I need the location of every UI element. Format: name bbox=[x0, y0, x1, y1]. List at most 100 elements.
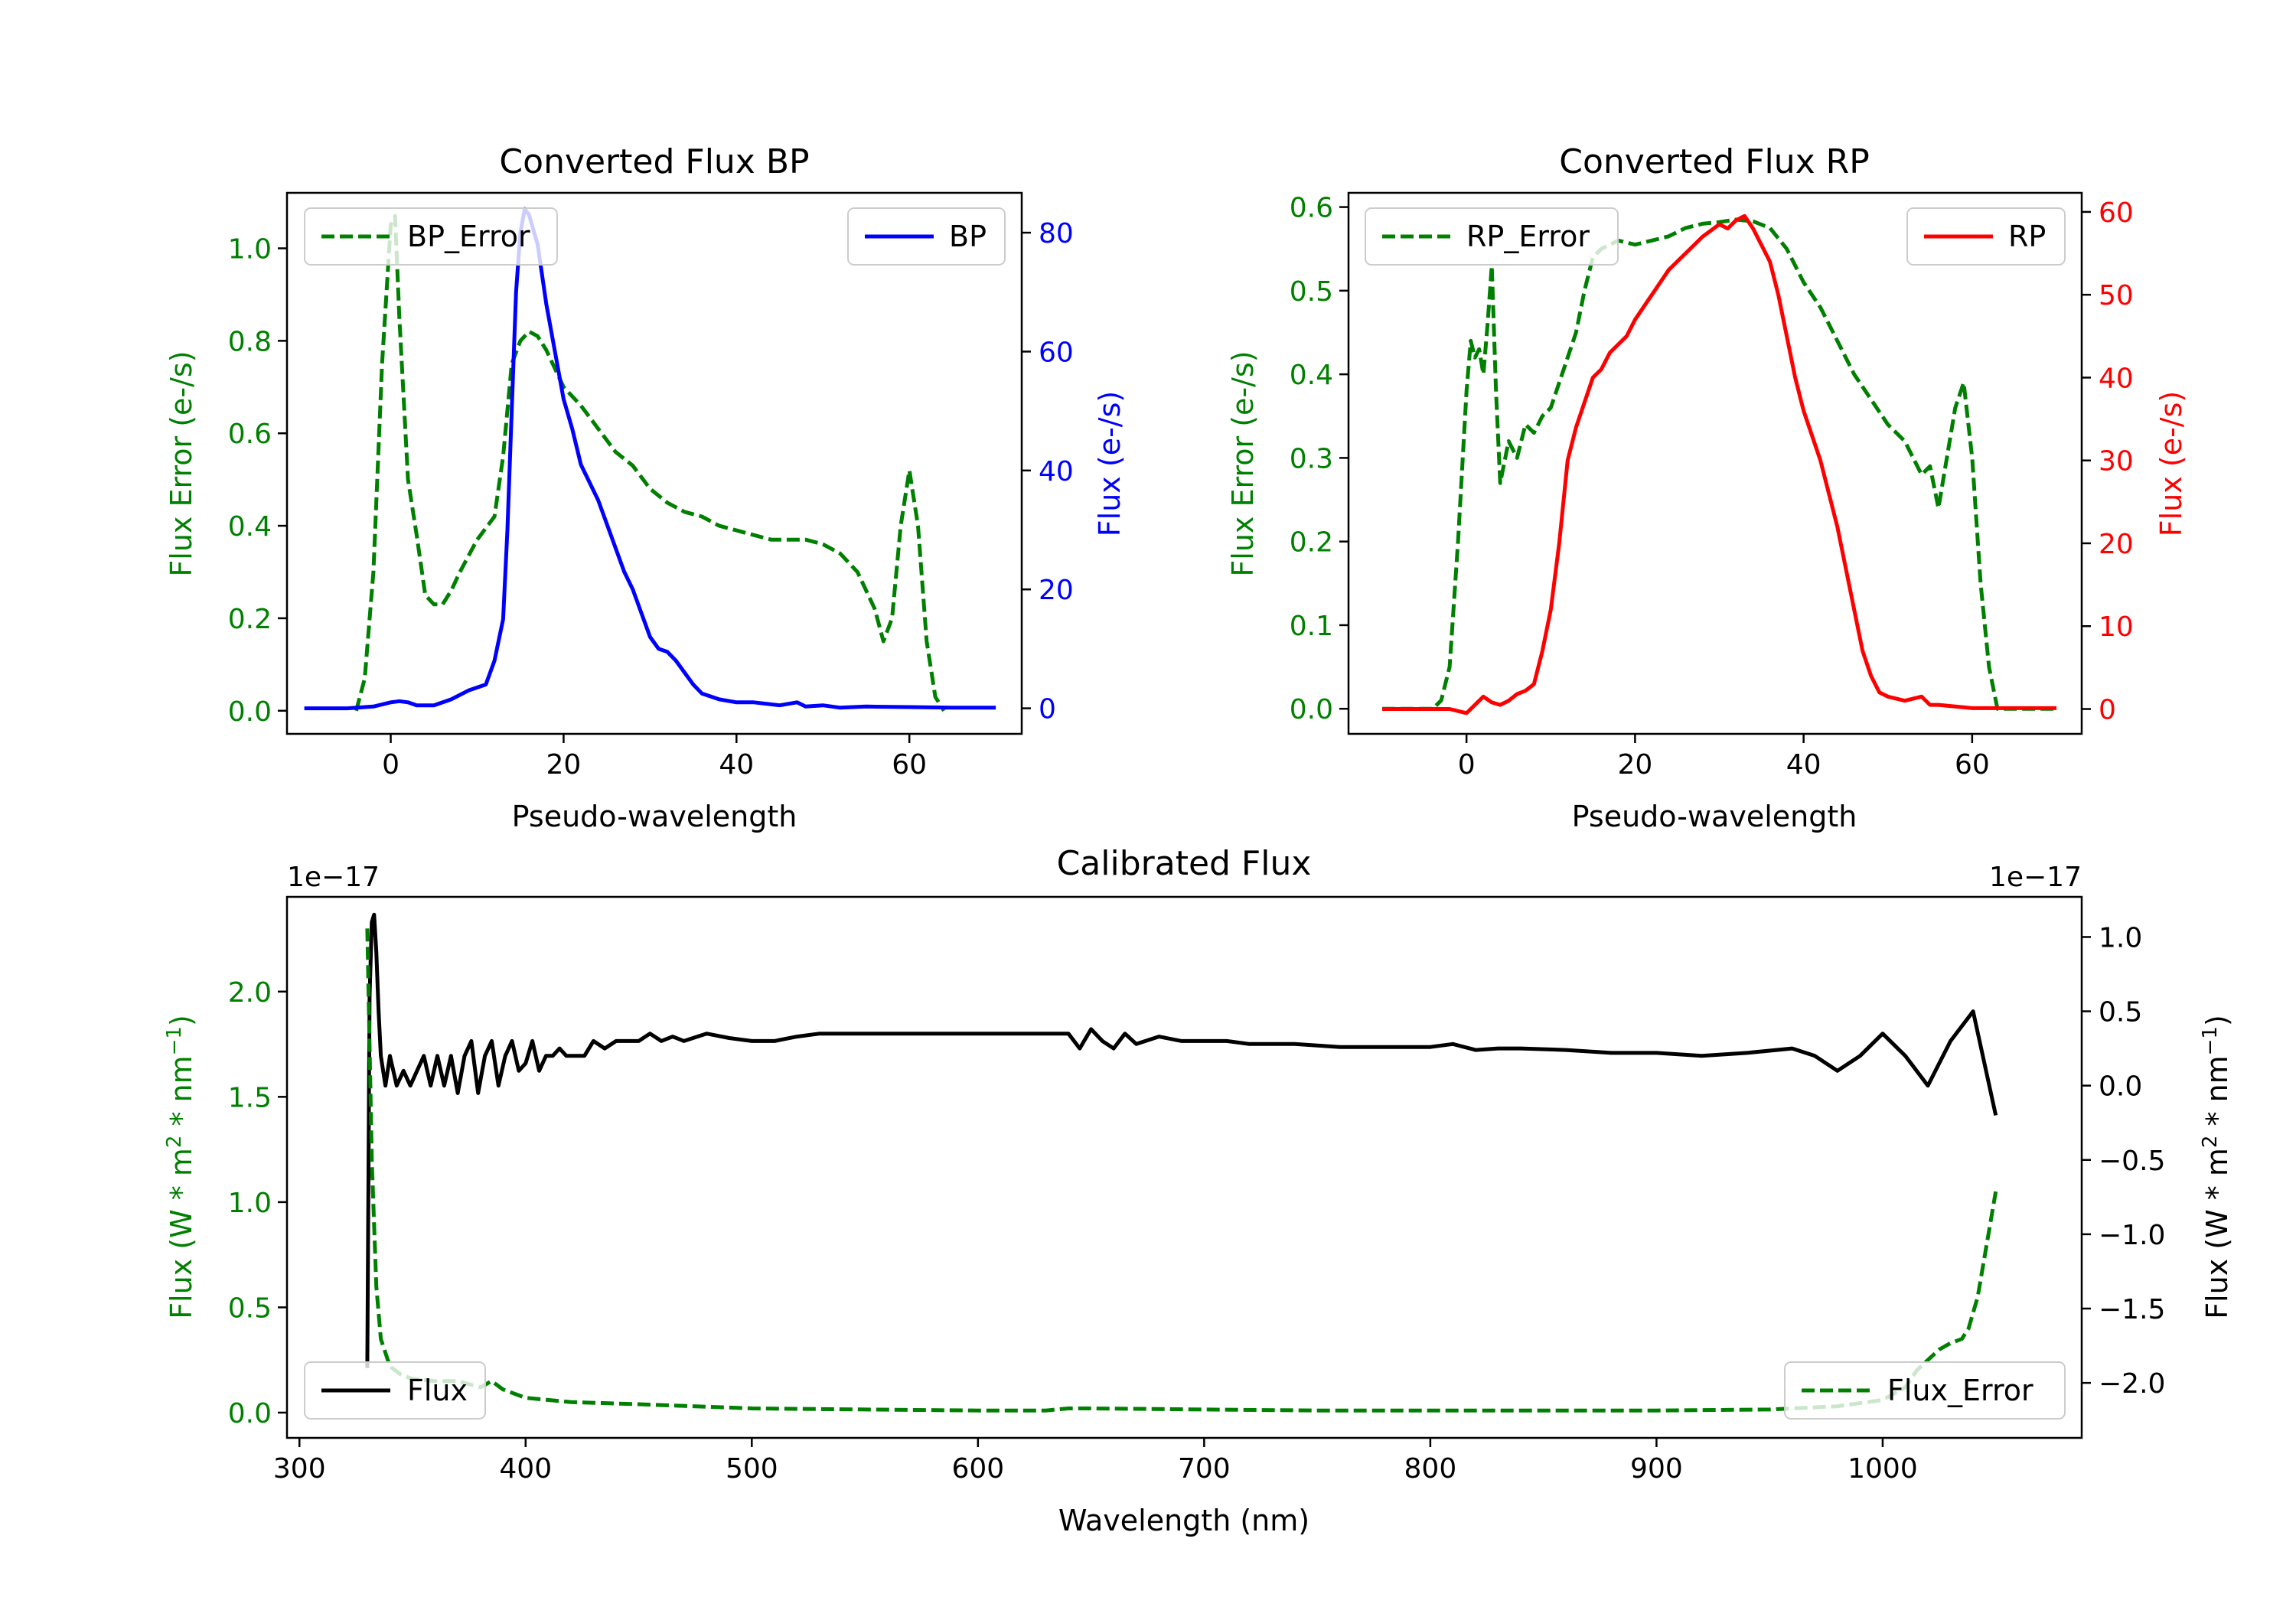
rp-x-tick-label: 40 bbox=[1786, 749, 1821, 781]
rp-plot-area bbox=[1349, 193, 2082, 734]
cal-series-flux bbox=[365, 912, 1998, 1368]
bp-x-ticks: 0 20 40 60 bbox=[382, 734, 927, 781]
cal-legend-flux: Flux bbox=[304, 1361, 486, 1420]
bp-right-tick-label: 60 bbox=[1039, 337, 1074, 368]
bp-series-bp bbox=[304, 207, 996, 711]
cal-left-tick-label: 1.5 bbox=[228, 1082, 272, 1113]
rp-title: Converted Flux RP bbox=[1559, 142, 1870, 181]
cal-legend-error-label: Flux_Error bbox=[1887, 1374, 2033, 1407]
bp-left-ticks: 0.0 0.2 0.4 0.6 0.8 1.0 bbox=[228, 234, 287, 728]
cal-right-tick-label: −1.5 bbox=[2099, 1294, 2165, 1325]
cal-x-label: Wavelength (nm) bbox=[1058, 1504, 1309, 1537]
bp-legend-flux: BP bbox=[847, 207, 1006, 266]
rp-series-lines bbox=[1382, 214, 2056, 715]
rp-right-tick-label: 30 bbox=[2099, 446, 2134, 478]
cal-series-lines bbox=[365, 912, 1998, 1413]
rp-left-ticks: 0.0 0.1 0.2 0.3 0.4 0.5 0.6 bbox=[1290, 193, 1349, 725]
cal-x-tick-label: 400 bbox=[499, 1453, 552, 1485]
bp-left-label: Flux Error (e-/s) bbox=[165, 350, 198, 576]
bp-frame bbox=[285, 191, 1023, 735]
bp-left-tick-label: 0.2 bbox=[228, 604, 272, 635]
cal-right-tick-label: −1.0 bbox=[2099, 1220, 2165, 1251]
cal-left-label: Flux (W * m2 * nm−1) bbox=[163, 1015, 198, 1319]
bp-series-lines bbox=[304, 207, 996, 712]
rp-legend-error: RP_Error bbox=[1365, 207, 1619, 266]
rp-legend-flux-label: RP bbox=[2008, 220, 2046, 253]
cal-right-tick-label: 1.0 bbox=[2099, 922, 2142, 953]
cal-right-tick-label: −2.0 bbox=[2099, 1368, 2165, 1400]
bp-legend-error: BP_Error bbox=[304, 207, 558, 266]
rp-right-tick-label: 0 bbox=[2099, 695, 2116, 726]
bp-right-tick-label: 0 bbox=[1039, 694, 1056, 725]
rp-left-label: Flux Error (e-/s) bbox=[1226, 350, 1260, 576]
bp-right-tick-label: 40 bbox=[1039, 456, 1074, 487]
rp-left-tick-label: 0.3 bbox=[1290, 443, 1333, 474]
cal-left-tick-label: 2.0 bbox=[228, 977, 272, 1009]
bp-left-tick-label: 0.8 bbox=[228, 326, 272, 357]
bp-left-tick-label: 1.0 bbox=[228, 234, 272, 266]
rp-left-tick-label: 0.6 bbox=[1290, 193, 1333, 224]
cal-left-ticks: 0.0 0.5 1.0 1.5 2.0 bbox=[228, 977, 287, 1429]
bp-left-tick-label: 0.4 bbox=[228, 511, 272, 543]
rp-series-rp-error bbox=[1382, 217, 2056, 711]
bp-right-tick-label: 20 bbox=[1039, 575, 1074, 606]
rp-legend-flux: RP bbox=[1906, 207, 2066, 266]
cal-right-label: Flux (W * m2 * nm−1) bbox=[2199, 1015, 2234, 1319]
rp-frame bbox=[1347, 191, 2083, 735]
cal-x-tick-label: 800 bbox=[1404, 1453, 1457, 1485]
cal-legend-error: Flux_Error bbox=[1784, 1361, 2066, 1420]
bp-x-tick-label: 20 bbox=[546, 749, 582, 781]
bp-right-tick-label: 80 bbox=[1039, 218, 1074, 249]
cal-left-tick-label: 0.0 bbox=[228, 1398, 272, 1429]
bp-x-tick-label: 60 bbox=[892, 749, 927, 781]
cal-x-tick-label: 500 bbox=[726, 1453, 778, 1485]
rp-x-tick-label: 60 bbox=[1955, 749, 1990, 781]
rp-left-tick-label: 0.2 bbox=[1290, 527, 1333, 559]
cal-right-offset-label: 1e−17 bbox=[1989, 862, 2082, 893]
cal-title: Calibrated Flux bbox=[1057, 844, 1312, 883]
cal-right-tick-label: 0.5 bbox=[2099, 997, 2142, 1028]
rp-x-label: Pseudo-wavelength bbox=[1572, 800, 1857, 833]
rp-right-tick-label: 50 bbox=[2099, 280, 2134, 311]
bp-x-label: Pseudo-wavelength bbox=[512, 800, 797, 833]
bp-left-tick-label: 0.0 bbox=[228, 696, 272, 728]
rp-left-tick-label: 0.1 bbox=[1290, 611, 1333, 642]
bp-title: Converted Flux BP bbox=[499, 142, 809, 181]
cal-right-ticks: −2.0 −1.5 −1.0 −0.5 0.0 0.5 1.0 bbox=[2082, 922, 2165, 1400]
bp-x-tick-label: 40 bbox=[719, 749, 754, 781]
cal-x-tick-label: 700 bbox=[1178, 1453, 1231, 1485]
rp-right-ticks: 0 10 20 30 40 50 60 bbox=[2082, 197, 2134, 726]
cal-legend-flux-label: Flux bbox=[407, 1374, 468, 1407]
cal-x-ticks: 300 400 500 600 700 800 900 1000 bbox=[273, 1438, 1918, 1485]
bp-panel: Converted Flux BP 0 20 40 60 0.00.20.40.60.… bbox=[165, 142, 1127, 833]
cal-frame bbox=[285, 895, 2083, 1439]
rp-series-rp bbox=[1382, 214, 2056, 715]
bp-series-bp-error bbox=[354, 214, 946, 712]
rp-right-tick-label: 40 bbox=[2099, 363, 2134, 394]
cal-x-tick-label: 1000 bbox=[1848, 1453, 1918, 1485]
rp-left-tick-label: 0.5 bbox=[1290, 276, 1333, 308]
rp-left-tick-label: 0.4 bbox=[1290, 360, 1333, 391]
cal-x-tick-label: 600 bbox=[951, 1453, 1004, 1485]
bp-legend-error-label: BP_Error bbox=[407, 220, 530, 253]
rp-left-tick-label: 0.0 bbox=[1290, 694, 1333, 725]
cal-x-tick-label: 900 bbox=[1630, 1453, 1683, 1485]
bp-x-tick-label: 0 bbox=[382, 749, 400, 781]
cal-panel: Calibrated Flux 300 400 500 600 700 800 900 100… bbox=[163, 844, 2234, 1537]
bp-right-label: Flux (e-/s) bbox=[1093, 391, 1127, 536]
bp-left-tick-label: 0.6 bbox=[228, 419, 272, 450]
rp-x-tick-label: 20 bbox=[1617, 749, 1652, 781]
rp-panel: Converted Flux RP 0 20 40 60 0.00.10.20.30.… bbox=[1226, 142, 2188, 833]
rp-right-label: Flux (e-/s) bbox=[2154, 391, 2188, 536]
bp-legend-flux-label: BP bbox=[949, 220, 987, 253]
rp-x-ticks: 0 20 40 60 bbox=[1458, 734, 1990, 781]
cal-left-tick-label: 0.5 bbox=[228, 1292, 272, 1324]
cal-plot-area bbox=[287, 897, 2082, 1438]
rp-right-tick-label: 20 bbox=[2099, 529, 2134, 560]
cal-series-flux-error bbox=[365, 928, 1998, 1413]
rp-x-tick-label: 0 bbox=[1458, 749, 1476, 781]
bp-right-ticks: 0 20 40 60 80 bbox=[1022, 218, 1074, 725]
rp-right-tick-label: 10 bbox=[2099, 611, 2134, 643]
rp-legend-error-label: RP_Error bbox=[1466, 220, 1590, 253]
